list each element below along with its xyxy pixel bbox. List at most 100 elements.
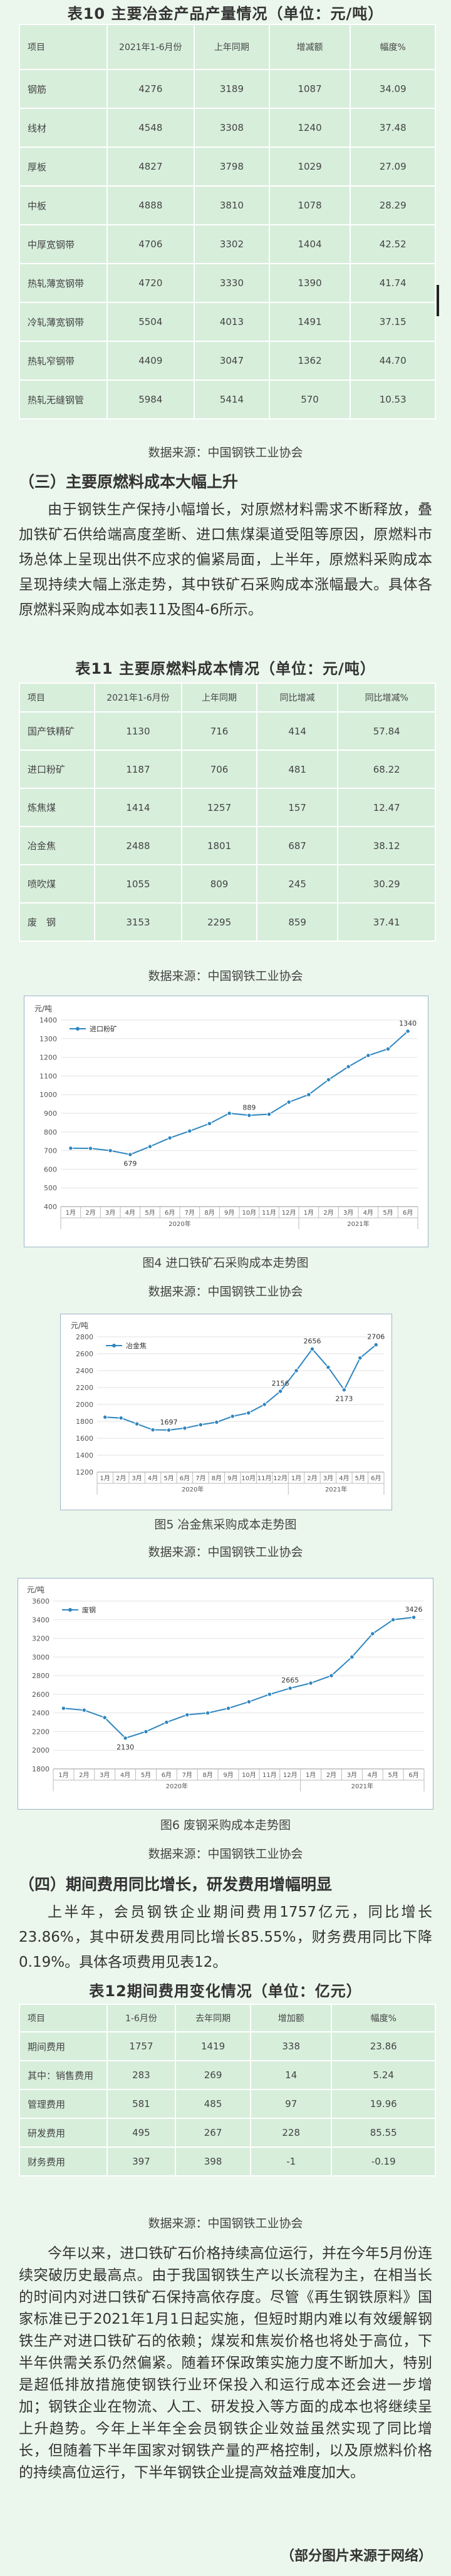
value-cell: 3189 [194, 69, 270, 109]
y-tick-label: 1600 [76, 1435, 93, 1443]
y-tick-label: 400 [44, 1203, 57, 1211]
table-row: 喷吹煤 1055 809 245 30.29 [19, 864, 436, 904]
x-tick-label: 1月 [66, 1209, 76, 1217]
header-cell: 项目 [19, 2004, 108, 2032]
section3-heading: （三）主要原燃料成本大幅上升 [19, 473, 239, 491]
x-tick-label: 4月 [368, 1771, 378, 1779]
row-label-cell: 厚板 [19, 147, 108, 187]
header-cell: 项目 [19, 683, 95, 713]
value-cell: 581 [106, 2089, 177, 2119]
value-cell: 3810 [194, 185, 270, 225]
value-cell: 1130 [93, 711, 183, 751]
y-tick-label: 1800 [76, 1418, 93, 1426]
value-cell: 859 [256, 902, 339, 942]
x-tick-label: 12月 [282, 1209, 296, 1217]
value-cell: 5504 [106, 302, 195, 342]
y-tick-label: 2800 [32, 1672, 49, 1680]
data-point [227, 1111, 232, 1116]
y-tick-label: 1200 [39, 1054, 57, 1062]
value-cell: 68.22 [337, 750, 436, 789]
header-cell: 去年同期 [175, 2004, 251, 2032]
table-row: 热轧无缝钢管 5984 5414 570 10.53 [19, 379, 436, 420]
table-row: 热轧薄宽钢带 4720 3330 1390 41.74 [19, 263, 436, 303]
value-cell: 4827 [106, 147, 195, 187]
section3-paragraph: 由于钢铁生产保持小幅增长，对原燃材料需求不断释放，叠加铁矿石供给端高度垄断、进口… [19, 502, 432, 618]
x-tick-label: 5月 [388, 1771, 398, 1779]
table12-container: 项目 1-6月份 去年同期 增加额 幅度% 期间费用 1757 1419 338 23.86 其中：… [19, 2004, 436, 2177]
table-row: 国产铁精矿 1130 716 414 57.84 [19, 711, 436, 751]
value-cell: 3330 [194, 263, 270, 303]
data-point [294, 1368, 299, 1373]
value-cell: 37.48 [350, 108, 436, 148]
x-tick-label: 4月 [120, 1771, 130, 1779]
table-row: 中厚宽钢带 4706 3302 1404 42.52 [19, 224, 436, 264]
y-tick-label: 2000 [76, 1401, 93, 1409]
data-label: 2130 [117, 1743, 134, 1751]
y-tick-label: 1400 [76, 1451, 93, 1460]
value-cell: 397 [106, 2146, 177, 2177]
table10-title: 表10 主要冶金产品产量情况（单位：元/吨） [67, 5, 384, 23]
y-tick-label: 1400 [39, 1016, 57, 1024]
y-tick-label: 900 [44, 1110, 57, 1118]
x-group-label: 2020年 [182, 1485, 204, 1493]
data-point [134, 1421, 140, 1426]
value-cell: 245 [256, 864, 339, 904]
data-point [88, 1146, 93, 1151]
data-point [164, 1719, 169, 1725]
value-cell: 37.41 [337, 902, 436, 942]
value-cell: 1404 [268, 224, 351, 264]
row-label-cell: 热轧无缝钢管 [19, 379, 108, 420]
data-point [147, 1144, 153, 1149]
x-tick-label: 4月 [339, 1475, 349, 1482]
x-tick-label: 5月 [145, 1209, 155, 1217]
value-cell: 398 [175, 2146, 251, 2177]
x-tick-label: 1月 [58, 1771, 68, 1779]
data-point [341, 1387, 347, 1393]
value-cell: 4013 [194, 302, 270, 342]
y-tick-label: 1200 [76, 1468, 93, 1476]
x-tick-label: 2月 [323, 1209, 333, 1217]
header-cell: 上年同期 [181, 683, 257, 713]
x-tick-label: 9月 [223, 1771, 233, 1779]
x-tick-label: 8月 [204, 1209, 214, 1217]
x-tick-label: 7月 [182, 1771, 192, 1779]
value-cell: 1029 [268, 147, 351, 187]
table11-container: 项目 2021年1-6月份 上年同期 同比增减 同比增减% 国产铁精矿 1130 716 414… [19, 683, 436, 942]
data-point [288, 1686, 293, 1691]
y-tick-label: 2400 [32, 1709, 49, 1718]
figure5-caption: 图5 冶金焦采购成本走势图 [154, 1518, 297, 1532]
y-tick-label: 500 [44, 1184, 57, 1192]
legend-marker [112, 1344, 116, 1347]
data-point [346, 1064, 351, 1069]
closing-paragraph: 今年以来，进口铁矿石价格持续高位运行，并在今年5月份连续突破历史最高点。由于我国… [19, 2245, 432, 2481]
data-label: 1697 [160, 1418, 178, 1426]
x-group-label: 2021年 [347, 1220, 369, 1228]
value-cell: 30.29 [337, 864, 436, 904]
x-tick-label: 2月 [79, 1771, 89, 1779]
y-tick-label: 800 [44, 1128, 57, 1136]
data-label: 679 [123, 1160, 137, 1168]
y-tick-label: 3000 [32, 1653, 49, 1661]
table-row: 钢筋 4276 3189 1087 34.09 [19, 69, 436, 109]
data-point [405, 1029, 410, 1034]
table-row: 厚板 4827 3798 1029 27.09 [19, 147, 436, 187]
table-row: 冶金焦 2488 1801 687 38.12 [19, 826, 436, 865]
table10-container: 项目 2021年1-6月份 上年同期 增减额 幅度% 钢筋 4276 3189 1087 34.0… [19, 24, 436, 420]
value-cell: 1390 [268, 263, 351, 303]
table-row: 线材 4548 3308 1240 37.48 [19, 108, 436, 148]
x-tick-label: 6月 [403, 1209, 413, 1217]
row-label-cell: 线材 [19, 108, 108, 148]
x-tick-label: 12月 [283, 1771, 298, 1779]
image-credit: （部分图片来源于网络） [280, 2548, 432, 2564]
table-row: 废 钢 3153 2295 859 37.41 [19, 902, 436, 942]
header-cell: 2021年1-6月份 [106, 24, 195, 70]
row-label-cell: 国产铁精矿 [19, 711, 95, 751]
value-cell: 5414 [194, 379, 270, 420]
value-cell: 4548 [106, 108, 195, 148]
header-cell: 幅度% [331, 2004, 436, 2032]
x-tick-label: 11月 [257, 1475, 272, 1482]
value-cell: 12.47 [337, 788, 436, 827]
x-group-label: 2020年 [168, 1220, 190, 1228]
x-tick-label: 3月 [323, 1475, 333, 1482]
x-tick-label: 10月 [242, 1771, 256, 1779]
